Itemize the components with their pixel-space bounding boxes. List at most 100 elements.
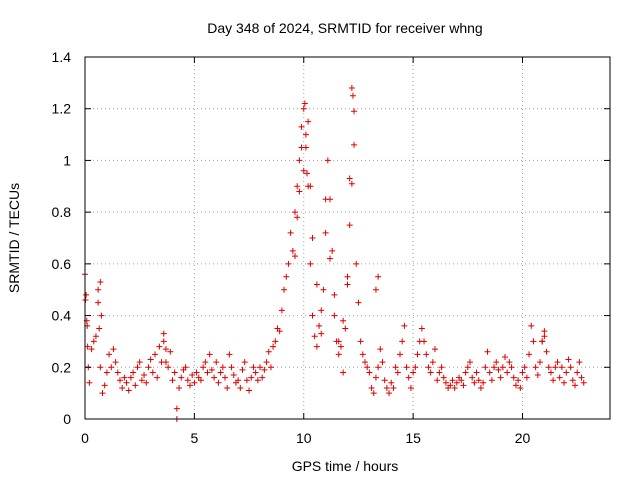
- plot-frame: [84, 56, 611, 420]
- data-point: [213, 359, 220, 366]
- data-point: [224, 384, 231, 391]
- data-point: [298, 123, 305, 130]
- data-point: [141, 372, 148, 379]
- data-point: [215, 379, 222, 386]
- data-point: [322, 229, 329, 236]
- data-point: [96, 325, 103, 332]
- data-point: [160, 338, 167, 345]
- data-point: [554, 359, 561, 366]
- data-point: [414, 351, 421, 358]
- data-point: [427, 369, 434, 376]
- data-point: [302, 131, 309, 138]
- data-point: [173, 405, 180, 412]
- chart-title: Day 348 of 2024, SRMTID for receiver whn…: [207, 20, 482, 36]
- y-tick-label: 0.6: [52, 256, 72, 272]
- data-point: [237, 384, 244, 391]
- data-point: [84, 343, 91, 350]
- data-point: [219, 364, 226, 371]
- data-point: [464, 364, 471, 371]
- data-point: [294, 214, 301, 221]
- data-point: [154, 374, 161, 381]
- data-point: [222, 374, 228, 381]
- data-point: [335, 338, 342, 345]
- data-point: [191, 379, 198, 386]
- y-tick-label: 1: [63, 152, 71, 168]
- data-point: [156, 343, 163, 350]
- data-point: [473, 369, 480, 376]
- data-point: [112, 359, 119, 366]
- data-point: [502, 353, 508, 360]
- data-point: [167, 348, 174, 355]
- data-point: [110, 346, 117, 353]
- data-point: [134, 364, 141, 371]
- data-point: [106, 351, 113, 358]
- data-point: [136, 359, 143, 366]
- data-point: [95, 286, 102, 293]
- data-point: [103, 369, 110, 376]
- data-point: [462, 369, 469, 376]
- data-point: [512, 382, 519, 389]
- data-point: [252, 369, 259, 376]
- data-point: [519, 369, 526, 376]
- data-point: [515, 377, 522, 384]
- data-point: [510, 374, 517, 381]
- data-point: [532, 364, 539, 371]
- data-point: [375, 364, 382, 371]
- data-point: [480, 379, 487, 386]
- axis-ticks: 0 0.2 0.4 0.6 0.8 1 1.2 1.4 0 5 10 15 20: [52, 49, 610, 446]
- data-point: [311, 333, 318, 340]
- data-point: [165, 364, 172, 371]
- data-point: [432, 346, 438, 353]
- data-point: [211, 374, 218, 381]
- data-point: [434, 377, 441, 384]
- data-point: [267, 364, 274, 371]
- data-point: [372, 286, 379, 293]
- data-point: [278, 307, 285, 314]
- data-point: [292, 209, 298, 216]
- data-point: [138, 377, 145, 384]
- data-point: [390, 384, 397, 391]
- data-point: [543, 348, 550, 355]
- data-point: [178, 374, 185, 381]
- x-tick-label: 5: [190, 430, 198, 446]
- data-point: [184, 377, 191, 384]
- data-point: [248, 374, 255, 381]
- data-points: [82, 85, 587, 422]
- data-point: [379, 359, 386, 366]
- data-point: [125, 387, 132, 394]
- data-point: [331, 291, 338, 298]
- data-point: [418, 325, 425, 332]
- data-point: [307, 183, 314, 190]
- data-point: [394, 369, 401, 376]
- data-point: [405, 374, 412, 381]
- data-point: [101, 382, 108, 389]
- data-point: [442, 379, 449, 386]
- data-point: [364, 364, 371, 371]
- data-point: [493, 359, 500, 366]
- data-point: [351, 141, 358, 148]
- data-point: [348, 85, 355, 92]
- data-point: [383, 384, 390, 391]
- data-point: [526, 351, 533, 358]
- y-axis-label: SRMTID / TECUs: [6, 183, 22, 293]
- data-point: [98, 312, 105, 319]
- data-point: [261, 366, 268, 373]
- data-point: [300, 105, 307, 112]
- y-tick-label: 0.8: [52, 204, 72, 220]
- data-point: [147, 356, 154, 363]
- data-point: [357, 338, 364, 345]
- data-point: [320, 286, 327, 293]
- data-point: [322, 196, 329, 203]
- data-point: [436, 369, 443, 376]
- data-point: [331, 312, 338, 319]
- data-point: [576, 359, 583, 366]
- data-point: [108, 364, 115, 371]
- data-point: [412, 364, 419, 371]
- data-point: [243, 377, 250, 384]
- data-point: [401, 322, 408, 329]
- data-point: [386, 390, 393, 397]
- data-point: [484, 348, 491, 355]
- y-tick-label: 0.2: [52, 359, 72, 375]
- data-point: [458, 377, 465, 384]
